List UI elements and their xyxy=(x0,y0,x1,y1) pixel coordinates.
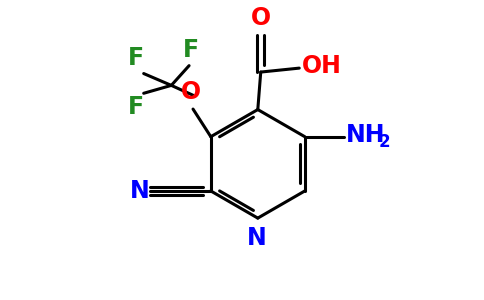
Text: F: F xyxy=(183,38,199,62)
Text: N: N xyxy=(130,179,150,203)
Text: O: O xyxy=(181,80,201,104)
Text: N: N xyxy=(247,226,267,250)
Text: O: O xyxy=(251,6,271,30)
Text: F: F xyxy=(128,46,144,70)
Text: NH: NH xyxy=(346,123,386,147)
Text: 2: 2 xyxy=(379,133,391,151)
Text: F: F xyxy=(128,95,144,119)
Text: OH: OH xyxy=(302,54,342,78)
